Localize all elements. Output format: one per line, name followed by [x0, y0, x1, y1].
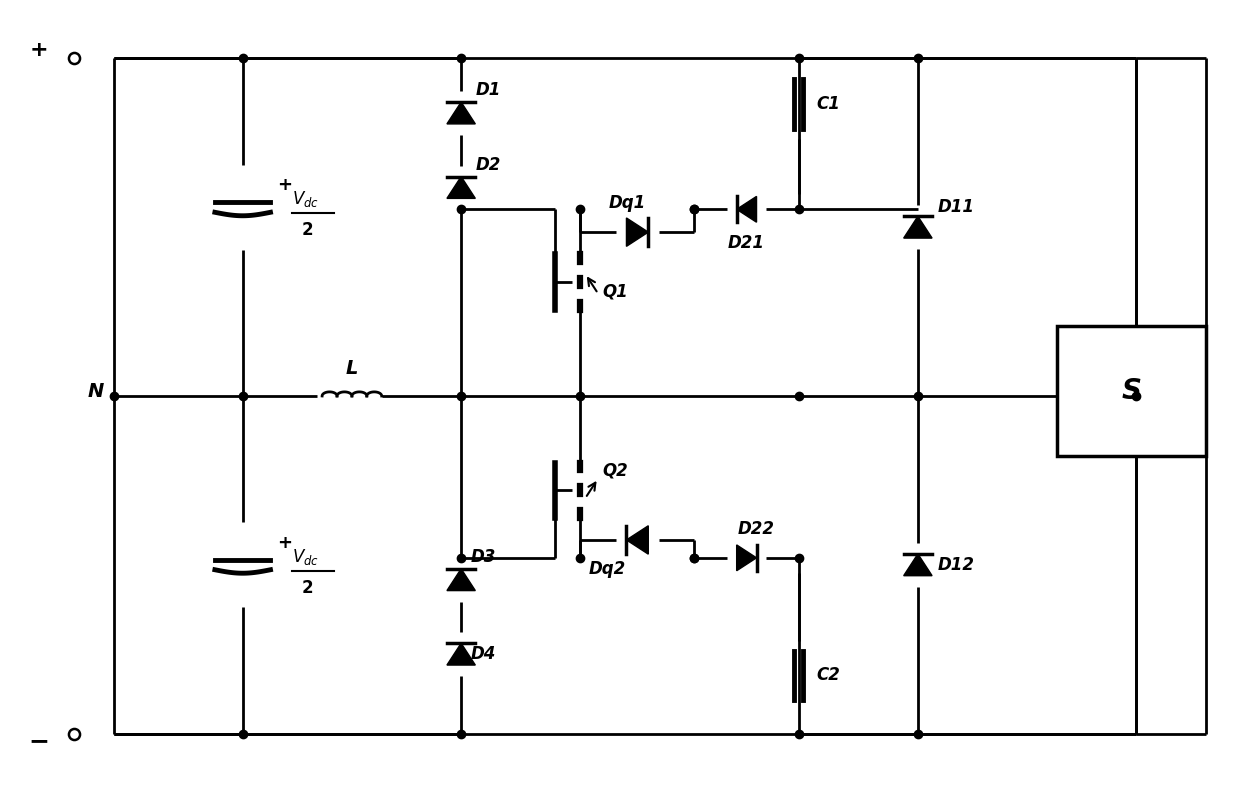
Text: Q2: Q2 [603, 461, 627, 479]
Polygon shape [446, 569, 475, 590]
Text: 2: 2 [301, 578, 312, 597]
Text: D11: D11 [937, 198, 975, 216]
Text: 2: 2 [301, 221, 312, 239]
Text: $V_{dc}$: $V_{dc}$ [293, 547, 320, 567]
Text: Dq1: Dq1 [609, 194, 646, 212]
Text: Q1: Q1 [603, 283, 627, 301]
Text: D4: D4 [471, 645, 496, 663]
Text: D22: D22 [738, 520, 775, 538]
Polygon shape [904, 554, 932, 575]
Text: +: + [278, 177, 293, 194]
Text: D12: D12 [937, 556, 975, 574]
Text: C1: C1 [817, 95, 841, 113]
Text: N: N [87, 381, 104, 401]
Text: D3: D3 [471, 548, 496, 566]
Text: −: − [29, 729, 50, 754]
Polygon shape [446, 643, 475, 665]
Polygon shape [626, 526, 649, 554]
Text: D21: D21 [728, 234, 765, 252]
Text: C2: C2 [817, 667, 841, 685]
Polygon shape [904, 216, 932, 238]
Text: D1: D1 [476, 81, 501, 99]
Text: +: + [30, 40, 48, 61]
Text: L: L [346, 358, 358, 378]
Polygon shape [446, 102, 475, 124]
Text: Dq2: Dq2 [589, 560, 626, 578]
Polygon shape [446, 177, 475, 198]
Polygon shape [737, 545, 756, 571]
Text: $V_{dc}$: $V_{dc}$ [293, 189, 320, 209]
Text: S: S [1121, 377, 1141, 405]
Polygon shape [737, 196, 756, 222]
Polygon shape [626, 218, 649, 246]
Text: +: + [278, 534, 293, 552]
Text: D2: D2 [476, 156, 501, 174]
FancyBboxPatch shape [1056, 326, 1205, 456]
